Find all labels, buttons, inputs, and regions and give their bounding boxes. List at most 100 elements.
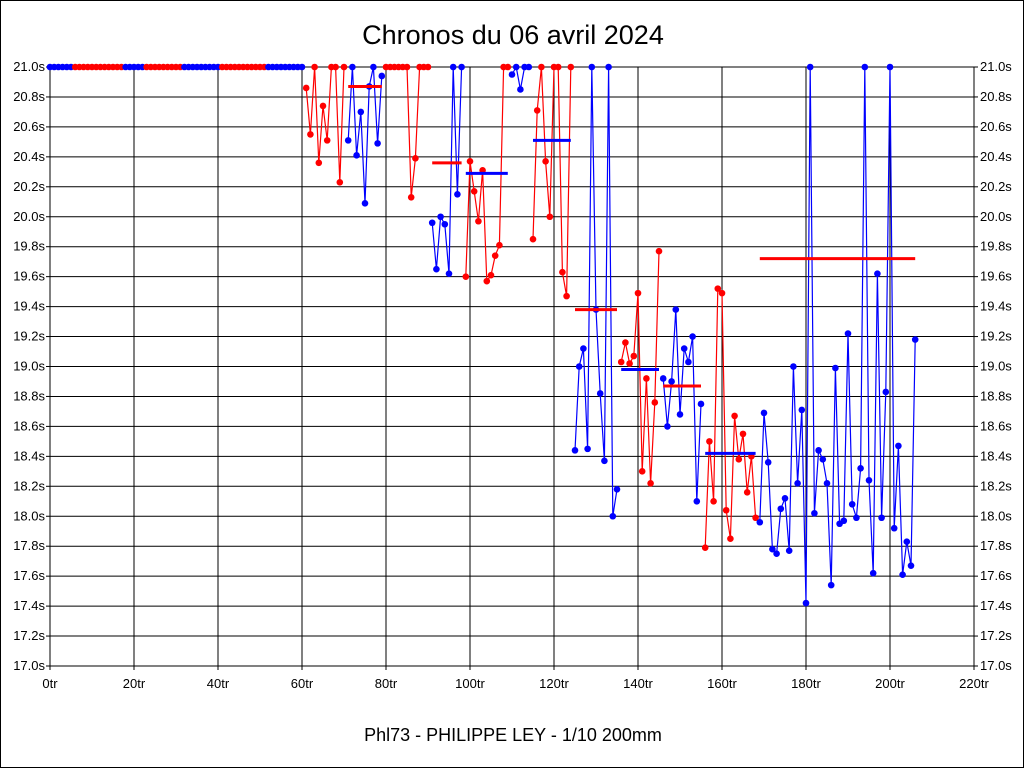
lap-point	[567, 63, 575, 71]
y-tick-label-left: 17.6s	[13, 568, 45, 583]
lap-point	[315, 159, 323, 167]
y-tick-label-right: 18.8s	[980, 388, 1012, 403]
lap-point	[739, 430, 747, 438]
series	[46, 63, 919, 607]
lap-point	[302, 84, 310, 92]
y-tick-label-right: 20.0s	[980, 209, 1012, 224]
lap-point	[714, 285, 722, 292]
lap-point	[907, 562, 915, 569]
session-5-blue	[181, 63, 222, 71]
y-tick-label-left: 21.0s	[13, 59, 45, 74]
x-tick-label: 20tr	[123, 676, 146, 691]
lap-point	[538, 63, 545, 71]
lap-point	[890, 524, 898, 532]
y-tick-label-left: 20.6s	[13, 119, 45, 134]
lap-point	[815, 447, 822, 454]
y-tick-label-right: 20.8s	[980, 89, 1012, 104]
lap-point	[601, 457, 608, 465]
y-tick-label-right: 17.0s	[980, 658, 1012, 673]
session-line	[532, 66, 572, 297]
y-tick-label-left: 17.0s	[13, 658, 45, 673]
lap-point	[496, 241, 503, 249]
lap-point	[311, 63, 318, 71]
lap-point	[651, 399, 659, 406]
session-2-red	[71, 63, 125, 71]
lap-point	[727, 535, 734, 543]
lap-point	[693, 497, 701, 505]
lap-point	[344, 137, 352, 144]
session-10-red	[382, 63, 432, 201]
lap-point	[319, 102, 327, 110]
lap-point	[706, 438, 713, 445]
lap-point	[349, 63, 356, 71]
lap-point	[798, 406, 806, 414]
session-4-red	[143, 63, 184, 71]
lap-point	[865, 477, 873, 484]
lap-point	[882, 388, 890, 396]
lap-point	[722, 506, 730, 514]
lap-point	[298, 63, 306, 71]
lap-point	[731, 412, 738, 420]
lap-point	[596, 390, 604, 397]
lap-point	[743, 488, 751, 496]
lap-point	[588, 63, 596, 71]
session-7-blue	[265, 63, 306, 71]
y-tick-label-right: 18.0s	[980, 508, 1012, 523]
x-tick-label: 80tr	[375, 676, 398, 691]
lap-point	[874, 270, 881, 277]
lap-point	[647, 480, 654, 487]
y-tick-label-left: 17.8s	[13, 538, 45, 553]
lap-point	[542, 158, 549, 165]
lap-point	[634, 289, 642, 297]
lap-point	[441, 220, 449, 228]
x-tick-label: 140tr	[623, 676, 653, 691]
session-line	[704, 287, 757, 548]
tick-labels: 17.0s 17.0s 17.2s 17.2s 17.4s 17.4s 17.6s 17.6s…	[13, 59, 1012, 691]
lap-point	[508, 71, 516, 78]
lap-point	[370, 63, 377, 71]
y-tick-label-left: 18.6s	[13, 418, 45, 433]
lap-point	[676, 411, 684, 418]
y-tick-label-right: 20.4s	[980, 149, 1012, 164]
y-tick-label-left: 17.4s	[13, 598, 45, 613]
lap-point	[533, 107, 541, 114]
lap-point	[764, 459, 772, 466]
y-tick-label-right: 17.4s	[980, 598, 1012, 613]
lap-point	[378, 72, 386, 80]
lap-point	[827, 581, 835, 589]
y-tick-label-right: 20.6s	[980, 119, 1012, 134]
lap-point	[659, 375, 667, 382]
y-tick-label-left: 20.0s	[13, 209, 45, 224]
lap-point	[525, 63, 533, 71]
lap-point	[483, 277, 491, 285]
lap-point	[580, 345, 587, 352]
lap-point	[433, 265, 440, 273]
session-16-red	[617, 247, 663, 487]
lap-point	[336, 179, 344, 186]
lap-point	[853, 514, 860, 522]
x-tick-label: 0tr	[42, 676, 58, 691]
lap-point	[655, 247, 663, 255]
x-tick-label: 200tr	[875, 676, 905, 691]
chart-title: Chronos du 06 avril 2024	[362, 20, 664, 50]
lap-point	[529, 235, 537, 243]
x-tick-label: 120tr	[539, 676, 569, 691]
y-tick-label-left: 20.8s	[13, 89, 45, 104]
y-tick-label-right: 19.6s	[980, 269, 1012, 284]
session-6-red	[218, 63, 268, 71]
lap-point	[630, 352, 638, 360]
lap-point	[790, 363, 797, 370]
lap-point	[563, 292, 570, 300]
lap-point	[886, 63, 894, 71]
lap-point	[848, 500, 856, 508]
session-line	[386, 66, 428, 198]
session-11-blue	[428, 63, 465, 277]
lap-point	[752, 514, 759, 522]
session-line	[620, 251, 660, 484]
session-9-blue	[344, 63, 386, 207]
lap-point	[357, 108, 365, 116]
lap-point	[626, 360, 633, 367]
lap-point	[475, 217, 482, 225]
lap-point	[697, 400, 705, 408]
lap-point	[794, 480, 801, 487]
